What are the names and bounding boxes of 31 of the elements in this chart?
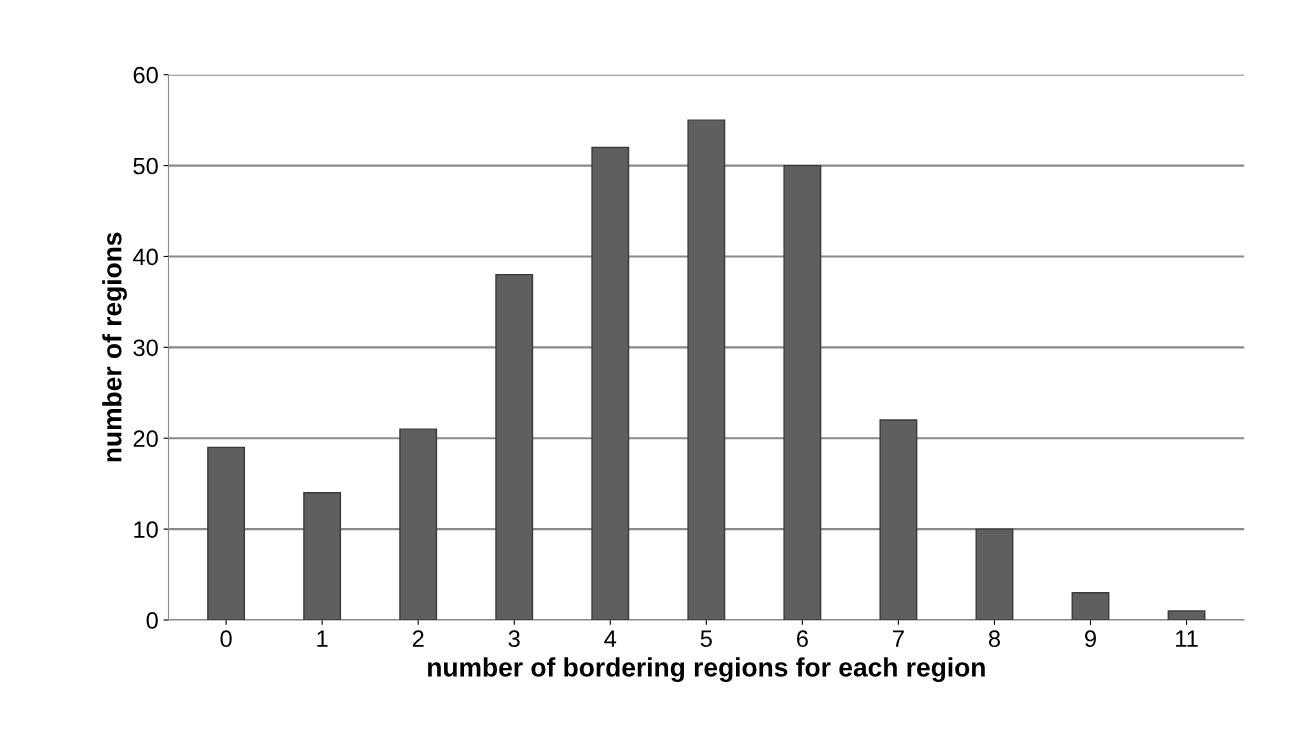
- bar: [207, 446, 246, 621]
- x-tick-label: 11: [1176, 630, 1198, 647]
- bar: [879, 419, 918, 621]
- x-tick-label: 9: [1085, 630, 1096, 648]
- y-tick-label: 50: [133, 157, 158, 175]
- y-tick-label: 20: [133, 430, 158, 448]
- x-tick-label: 2: [412, 630, 424, 647]
- bar: [1071, 592, 1110, 621]
- x-tick-label: 5: [700, 630, 712, 648]
- bar: [783, 164, 822, 621]
- y-tick-label: 10: [134, 521, 158, 538]
- x-tick-label: 1: [317, 630, 328, 647]
- x-tick-label: 3: [508, 630, 520, 648]
- x-tick-label: 8: [988, 630, 1000, 648]
- x-axis-title: number of bordering regions for each region: [428, 657, 985, 683]
- bar: [495, 273, 534, 621]
- y-tick-label: 40: [133, 248, 158, 266]
- x-tick-label: 7: [893, 630, 904, 647]
- x-tick-label: 4: [604, 630, 617, 647]
- y-tick-label: 30: [133, 339, 158, 357]
- y-axis-title: number of regions: [102, 232, 127, 462]
- bar: [687, 119, 726, 621]
- x-tick-label: 6: [797, 630, 808, 648]
- bar: [591, 146, 630, 621]
- x-tick-label: 0: [220, 630, 232, 648]
- y-tick-label: 0: [146, 612, 158, 629]
- bar: [975, 528, 1014, 621]
- bar: [1167, 610, 1206, 621]
- bar: [399, 428, 438, 621]
- y-tick-label: 60: [133, 66, 158, 84]
- bar: [303, 492, 342, 621]
